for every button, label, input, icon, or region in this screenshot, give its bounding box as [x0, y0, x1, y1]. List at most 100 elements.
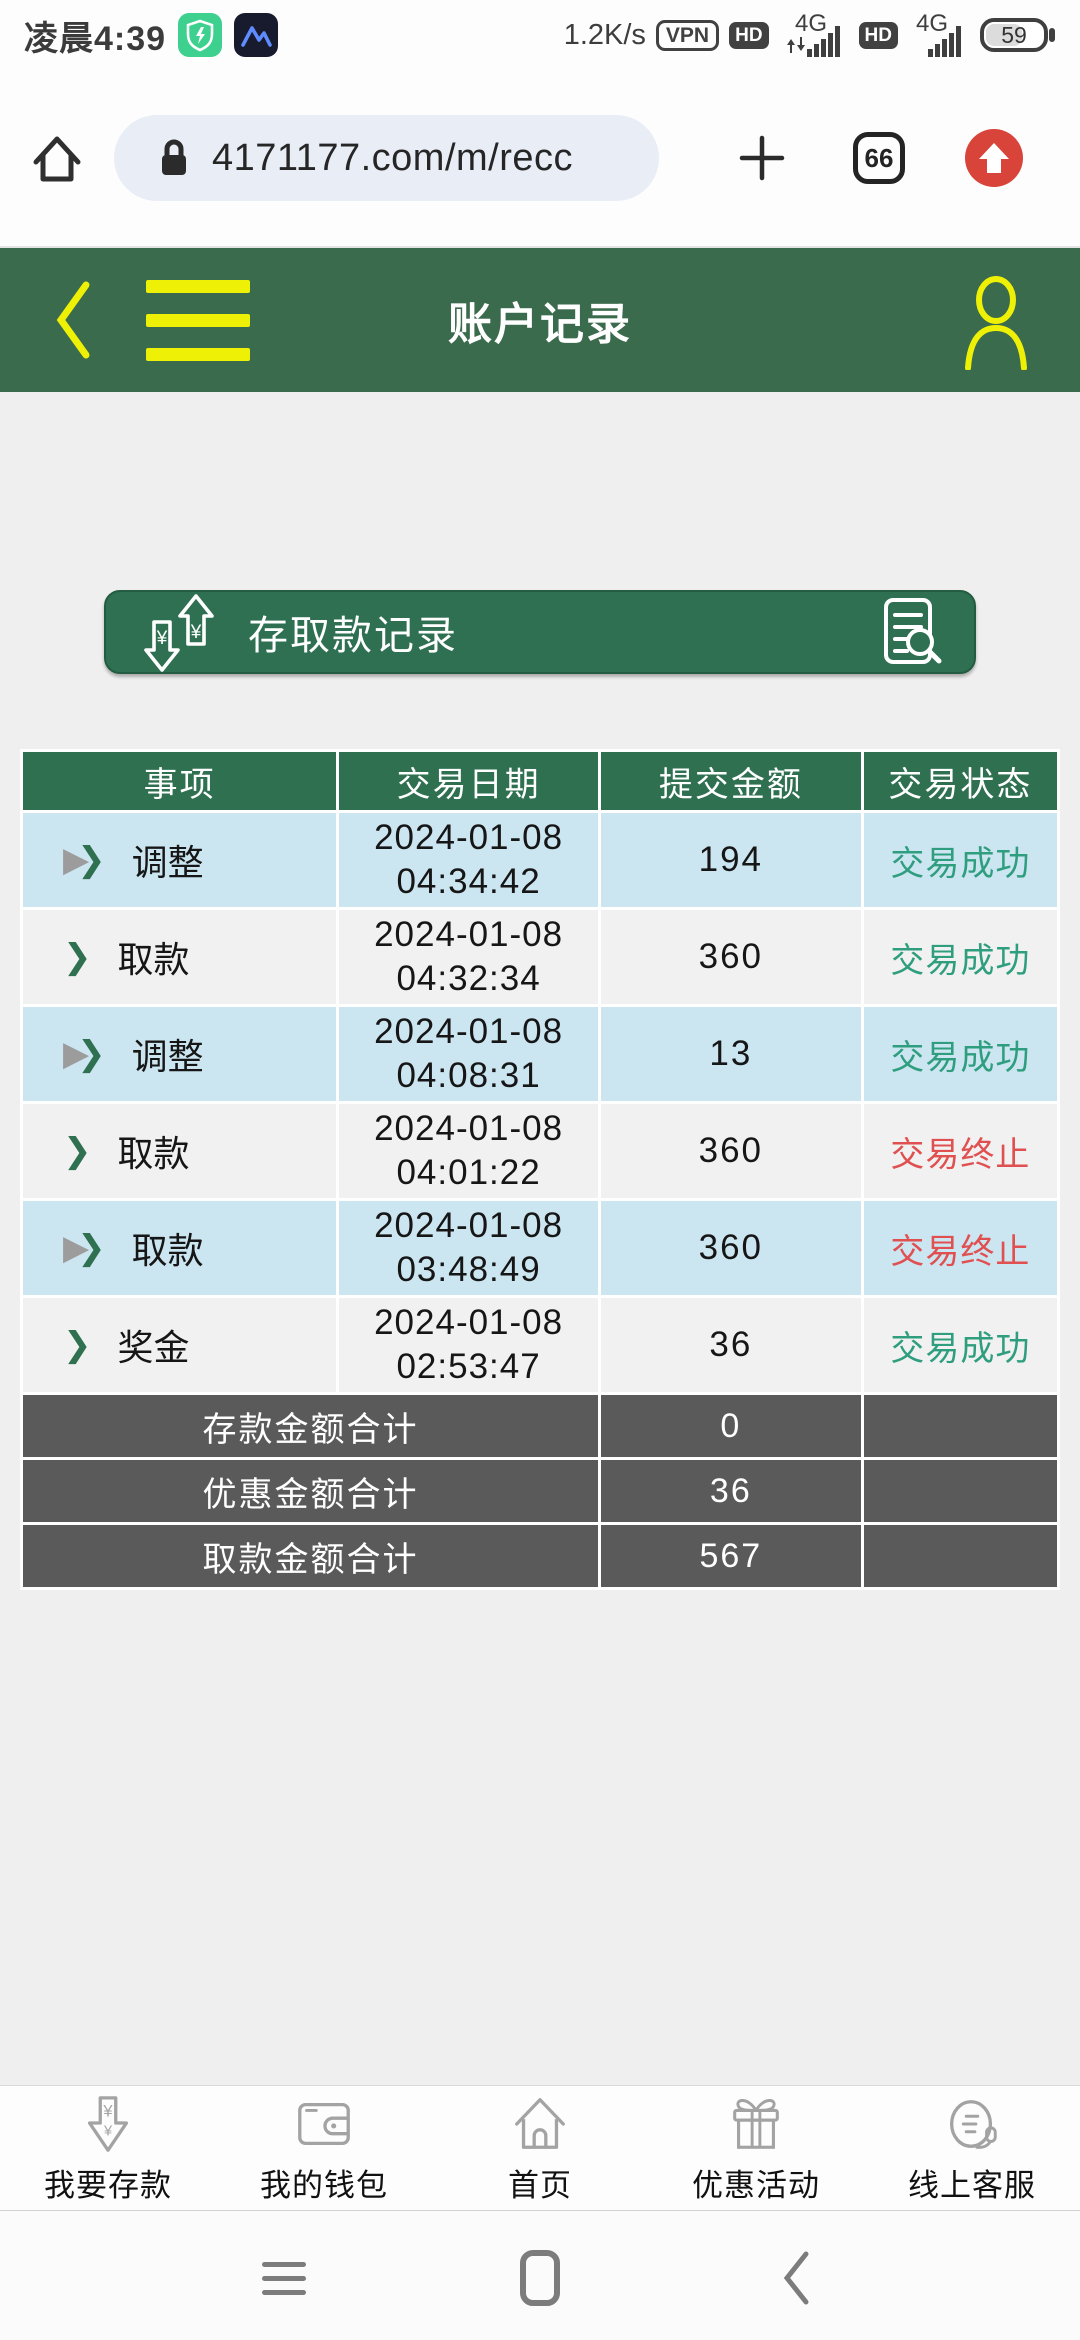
row-date: 2024-01-08 04:01:22: [339, 1104, 598, 1198]
browser-toolbar: 4171177.com/m/recc 66: [0, 70, 1080, 248]
status-time: 凌晨4:39: [24, 19, 167, 58]
row-item-label: 奖金: [117, 1327, 190, 1368]
row-status: 交易终止: [863, 1201, 1057, 1295]
row-status: 交易终止: [863, 1104, 1057, 1198]
svg-text:¥: ¥: [190, 622, 202, 643]
status-bar: 凌晨4:39 1.2K/s VPN HD 4G: [0, 0, 1080, 70]
android-home-icon[interactable]: [517, 2249, 563, 2307]
shield-app-icon: [178, 13, 223, 57]
records-banner: ¥ ¥ 存取款记录: [104, 590, 976, 674]
hd-badge-2: HD: [858, 21, 898, 49]
nav-item-customer-service[interactable]: 线上客服: [864, 2092, 1080, 2205]
signal-2-icon: 4G: [908, 11, 970, 59]
summary-label: 取款金额合计: [23, 1525, 598, 1587]
gift-icon: [725, 2092, 787, 2156]
svg-text:¥: ¥: [156, 628, 168, 649]
row-amount: 360: [600, 1201, 861, 1295]
android-navigation-bar: [0, 2211, 1080, 2340]
battery-icon: 59: [980, 15, 1056, 55]
row-date: 2024-01-08 04:34:42: [339, 813, 598, 907]
summary-label: 存款金额合计: [23, 1395, 598, 1457]
nav-item-home[interactable]: 首页: [432, 2092, 648, 2205]
nav-label: 首页: [508, 2167, 572, 2203]
row-date: 2024-01-08 04:08:31: [339, 1007, 598, 1101]
nav-item-promotions[interactable]: 优惠活动: [648, 2092, 864, 2205]
summary-row-bonus: 优惠金额合计 36: [23, 1460, 1057, 1522]
hd-badge: HD: [729, 21, 769, 49]
nav-item-wallet[interactable]: 我的钱包: [216, 2092, 432, 2205]
row-marker-chevron: [77, 1231, 106, 1265]
row-marker-chevron: [77, 1037, 106, 1071]
row-item-label: 取款: [117, 1133, 190, 1174]
recents-icon[interactable]: [261, 2249, 307, 2307]
mountain-app-icon: [234, 13, 279, 57]
row-marker-chevron: [77, 843, 106, 877]
nav-label: 线上客服: [908, 2167, 1036, 2203]
browser-update-icon[interactable]: [965, 129, 1023, 187]
app-header: 账户记录: [0, 248, 1080, 392]
row-status: 交易成功: [863, 1007, 1057, 1101]
svg-text:4G: 4G: [795, 11, 827, 37]
row-marker-chevron: [63, 940, 92, 974]
row-item-label: 取款: [117, 939, 190, 980]
vpn-badge: VPN: [655, 19, 720, 51]
signal-1-icon: 4G: [779, 11, 849, 59]
col-header-amount: 提交金额: [600, 752, 861, 810]
back-icon[interactable]: [52, 278, 94, 362]
row-marker-chevron: [63, 1134, 92, 1168]
row-marker-icon: [63, 1134, 92, 1168]
summary-row-withdraw: 取款金额合计 567: [23, 1525, 1057, 1587]
summary-value: 0: [600, 1395, 861, 1457]
row-item-label: 调整: [131, 842, 204, 883]
url-text: 4171177.com/m/recc: [212, 136, 574, 179]
bottom-nav: ¥ ¥ 我要存款 我的钱包 首页: [0, 2085, 1080, 2211]
col-header-date: 交易日期: [339, 752, 598, 810]
row-item-label: 取款: [131, 1230, 204, 1271]
row-marker-icon: [63, 1037, 106, 1071]
user-profile-icon[interactable]: [958, 272, 1034, 370]
row-marker-icon: [63, 940, 92, 974]
row-amount: 360: [600, 910, 861, 1004]
page-content: ¥ ¥ 存取款记录 事项 交易日期 提交金额 交易状态 调整: [0, 392, 1080, 2085]
wallet-icon: [293, 2092, 355, 2156]
row-marker-icon: [63, 843, 106, 877]
customer-service-icon: [941, 2092, 1003, 2156]
nav-label: 我要存款: [44, 2167, 172, 2203]
deposit-icon: ¥ ¥: [77, 2092, 139, 2156]
menu-icon[interactable]: [146, 279, 250, 361]
tab-counter[interactable]: 66: [853, 132, 905, 184]
address-bar[interactable]: 4171177.com/m/recc: [114, 115, 659, 201]
banner-title: 存取款记录: [248, 614, 458, 658]
row-date: 2024-01-08 03:48:49: [339, 1201, 598, 1295]
new-tab-icon[interactable]: [737, 133, 787, 183]
row-date: 2024-01-08 02:53:47: [339, 1298, 598, 1392]
row-marker-chevron: [63, 1328, 92, 1362]
row-status: 交易成功: [863, 1298, 1057, 1392]
search-records-icon[interactable]: [878, 595, 946, 669]
row-marker-icon: [63, 1328, 92, 1362]
transactions-table: 事项 交易日期 提交金额 交易状态 调整 2024-01-0804:34:42 …: [20, 749, 1060, 1590]
deposit-withdraw-icon: ¥ ¥: [134, 590, 226, 674]
svg-text:4G: 4G: [916, 11, 948, 37]
row-marker-icon: [63, 1231, 106, 1265]
row-amount: 360: [600, 1104, 861, 1198]
row-date: 2024-01-08 04:32:34: [339, 910, 598, 1004]
row-amount: 194: [600, 813, 861, 907]
page-title: 账户记录: [448, 300, 632, 349]
nav-item-deposit[interactable]: ¥ ¥ 我要存款: [0, 2092, 216, 2205]
svg-text:¥: ¥: [103, 2123, 113, 2139]
nav-label: 优惠活动: [692, 2167, 820, 2203]
summary-label: 优惠金额合计: [23, 1460, 598, 1522]
summary-row-deposit: 存款金额合计 0: [23, 1395, 1057, 1457]
row-amount: 36: [600, 1298, 861, 1392]
android-back-icon[interactable]: [773, 2249, 819, 2307]
row-item-label: 调整: [131, 1036, 204, 1077]
browser-home-icon[interactable]: [28, 129, 86, 187]
summary-value: 36: [600, 1460, 861, 1522]
